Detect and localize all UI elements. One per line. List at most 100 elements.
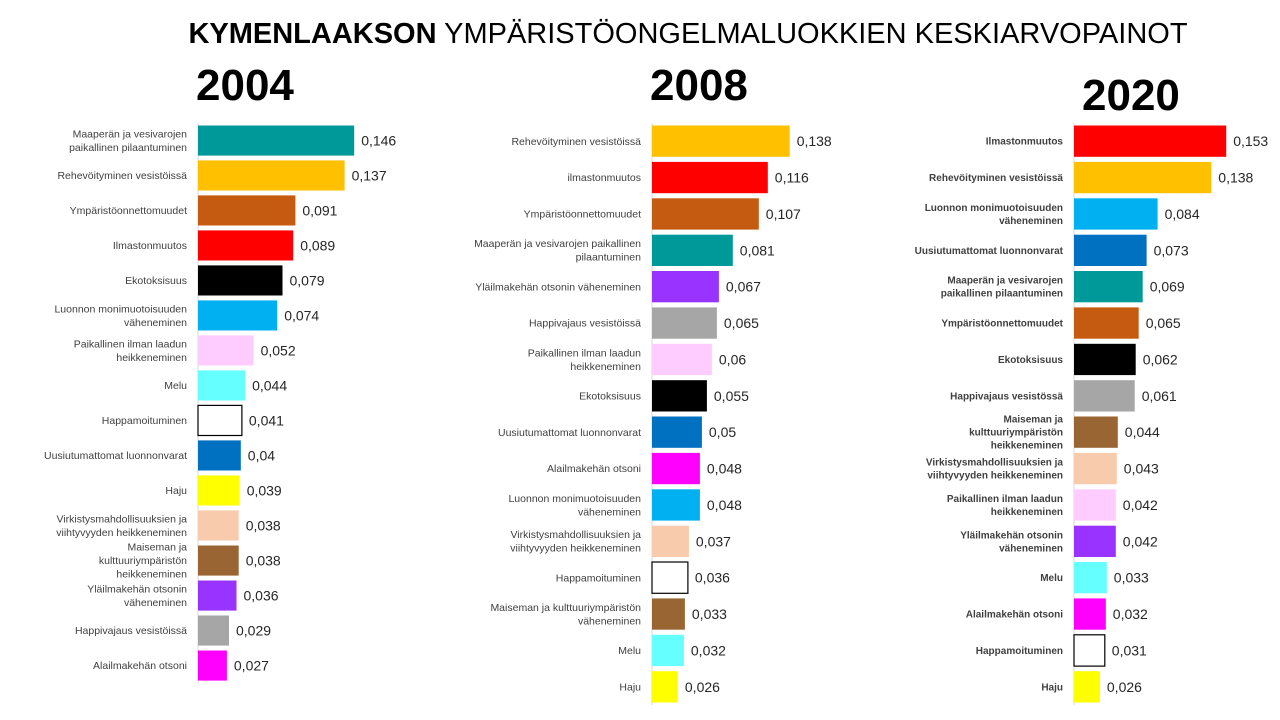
bar xyxy=(652,634,684,667)
data-label: 0,037 xyxy=(696,533,731,549)
category-label: Yläilmakehän otsonin väheneminen xyxy=(87,583,187,609)
category-label: Maaperän ja vesivarojen paikallinen pilaa… xyxy=(474,238,641,264)
bar xyxy=(1074,307,1139,339)
data-label: 0,138 xyxy=(797,133,832,149)
category-label: Ilmastonmuutos xyxy=(986,137,1064,148)
data-label: 0,042 xyxy=(1123,533,1158,549)
title-rest: YMPÄRISTÖONGELMALUOKKIEN KESKIARVOPAINOT xyxy=(444,18,1188,50)
data-label: 0,043 xyxy=(1124,461,1159,477)
data-label: 0,146 xyxy=(361,133,396,149)
data-label: 0,116 xyxy=(775,170,809,186)
category-label: Haju xyxy=(619,682,641,694)
data-label: 0,052 xyxy=(261,343,296,359)
bar xyxy=(652,671,678,703)
data-label: 0,137 xyxy=(352,168,387,184)
category-label: Maiseman ja kulttuuriympäristön heikkenemi… xyxy=(99,542,187,581)
category-label: Uusiutumattomat luonnonvarat xyxy=(915,246,1064,257)
bar xyxy=(651,561,689,594)
data-label: 0,081 xyxy=(740,242,775,258)
data-label: 0,048 xyxy=(707,497,742,513)
data-label: 0,027 xyxy=(234,658,269,674)
category-label: Happivajaus vesistöissä xyxy=(75,625,187,637)
category-label: Melu xyxy=(618,645,641,657)
data-label: 0,107 xyxy=(766,206,801,222)
bar xyxy=(1074,271,1143,303)
data-label: 0,04 xyxy=(248,448,275,464)
category-label: Ekotoksisuus xyxy=(125,275,187,287)
chart-2008: 0,138 Rehevöityminen vesistöissä 0,116 ilma… xyxy=(474,123,832,705)
category-label: Ekotoksisuus xyxy=(579,391,641,403)
category-label: Happivajaus vesistöissä xyxy=(529,318,641,330)
data-label: 0,062 xyxy=(1143,351,1178,367)
bar xyxy=(198,125,355,156)
data-label: 0,079 xyxy=(290,273,325,289)
bar xyxy=(198,510,239,541)
data-label: 0,153 xyxy=(1233,133,1268,149)
bar xyxy=(198,440,241,471)
title-bold: KYMENLAAKSON xyxy=(188,18,437,50)
data-label: 0,091 xyxy=(302,203,337,219)
data-label: 0,073 xyxy=(1154,242,1189,258)
data-label: 0,084 xyxy=(1165,206,1200,222)
category-label: Ilmastonmuutos xyxy=(113,240,187,252)
category-label: Haju xyxy=(165,485,187,497)
data-label: 0,026 xyxy=(685,679,720,695)
category-label: Maiseman ja kulttuuriympäristön vähenemin… xyxy=(490,602,641,628)
category-label: Yläilmakehän otsonin väheneminen xyxy=(475,281,641,293)
category-label: Alailmakehän otsoni xyxy=(966,610,1063,621)
data-label: 0,05 xyxy=(709,424,736,440)
bar xyxy=(652,161,768,194)
main-title: KYMENLAAKSON YMPÄRISTÖONGELMALUOKKIEN KE… xyxy=(0,18,1280,51)
bar xyxy=(652,489,700,521)
bar xyxy=(652,234,733,266)
bar xyxy=(1074,525,1116,557)
data-label: 0,038 xyxy=(246,518,281,534)
bar xyxy=(197,404,243,437)
category-label: Rehevöityminen vesistöissä xyxy=(511,136,641,148)
bar xyxy=(652,598,685,630)
data-label: 0,067 xyxy=(726,279,761,295)
category-label: Haju xyxy=(1041,682,1063,693)
category-label: Virkistysmahdollisuuksien ja viihtyvyyden… xyxy=(56,513,187,539)
bar xyxy=(652,125,790,157)
data-label: 0,061 xyxy=(1142,388,1177,404)
bar xyxy=(198,615,229,646)
category-label: Uusiutumattomat luonnonvarat xyxy=(44,450,187,462)
data-label: 0,048 xyxy=(707,461,742,477)
data-label: 0,089 xyxy=(300,238,335,254)
bar xyxy=(1074,562,1107,594)
data-label: 0,029 xyxy=(236,623,271,639)
bar xyxy=(652,307,717,339)
bar xyxy=(1074,125,1227,157)
data-label: 0,069 xyxy=(1150,279,1185,295)
bar xyxy=(198,230,294,261)
data-label: 0,041 xyxy=(249,413,284,429)
chart-2004: 0,146 Maaperän ja vesivarojen paikallinen … xyxy=(44,123,396,683)
data-label: 0,038 xyxy=(246,553,281,569)
bar xyxy=(1074,198,1158,230)
category-label: Happamoituminen xyxy=(102,415,187,427)
bar xyxy=(198,300,278,331)
bar xyxy=(198,370,246,401)
category-label: Happivajaus vesistössä xyxy=(950,391,1063,402)
category-label: Happamoituminen xyxy=(556,572,641,584)
data-label: 0,065 xyxy=(724,315,759,331)
data-label: 0,042 xyxy=(1123,497,1158,513)
year-title-2020: 2020 xyxy=(1082,71,1180,120)
data-label: 0,055 xyxy=(714,388,749,404)
category-label: Maiseman ja kulttuuriympäristön heikkenemi… xyxy=(969,415,1063,452)
bar xyxy=(198,265,283,296)
bar xyxy=(1074,343,1136,376)
bar xyxy=(198,650,227,681)
category-label: Virkistysmahdollisuuksien ja viihtyvyyden… xyxy=(926,458,1064,482)
bar xyxy=(1074,380,1135,412)
data-label: 0,033 xyxy=(692,606,727,622)
data-label: 0,138 xyxy=(1218,170,1253,186)
data-label: 0,031 xyxy=(1112,642,1147,658)
category-label: ilmastonmuutos xyxy=(567,172,641,184)
data-label: 0,074 xyxy=(284,308,319,324)
data-label: 0,044 xyxy=(252,378,287,394)
year-title-2008: 2008 xyxy=(650,61,748,110)
bar xyxy=(1074,489,1116,521)
